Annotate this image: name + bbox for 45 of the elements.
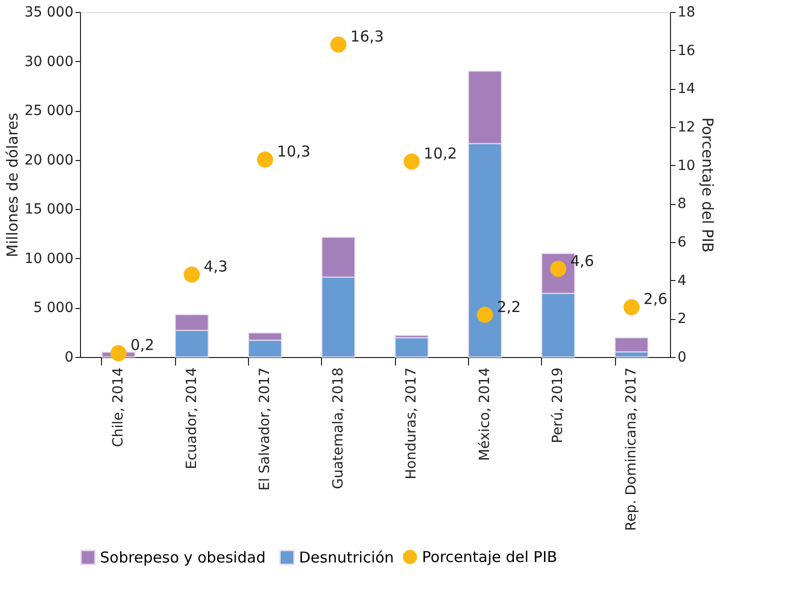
- data-label: 10,2: [424, 144, 458, 162]
- y-tick-label: 25 000: [24, 103, 74, 120]
- data-label: 0,2: [130, 336, 154, 354]
- legend-label: Porcentaje del PIB: [422, 548, 558, 566]
- legend-label: Sobrepeso y obesidad: [100, 548, 266, 566]
- y2-tick-label: 8: [678, 196, 686, 212]
- point: [476, 306, 493, 323]
- x-tick-label: Guatemala, 2018: [330, 368, 346, 490]
- y2-tick-label: 0: [678, 350, 686, 366]
- x-tick-label: Chile, 2014: [110, 367, 126, 448]
- y-tick-label: 30 000: [24, 54, 74, 70]
- y2-axis-title: Porcentaje del PIB: [698, 117, 716, 253]
- y2-tick-label: 12: [678, 120, 696, 136]
- point: [330, 36, 346, 53]
- y2-tick-label: 18: [678, 4, 696, 20]
- x-tick-label: Honduras, 2017: [404, 368, 420, 480]
- x-tick-label: Rep. Dominicana, 2017: [624, 368, 640, 531]
- y-tick-label: 0: [64, 350, 74, 366]
- point: [184, 266, 200, 283]
- y2-tick-label: 2: [678, 311, 686, 328]
- x-tick-label: El Salvador, 2017: [257, 368, 274, 491]
- y-axis-title: Millones de dólares: [4, 112, 22, 258]
- data-label: 4,3: [204, 258, 228, 276]
- data-label: 2,6: [644, 290, 668, 308]
- point: [257, 152, 274, 168]
- legend-label: Desnutrición: [299, 548, 394, 566]
- y2-tick-label: 6: [678, 234, 686, 250]
- point: [404, 153, 420, 170]
- y2-tick-label: 16: [678, 42, 696, 59]
- x-tick-label: Perú, 2019: [550, 368, 566, 444]
- point: [110, 345, 127, 362]
- y2-tick-label: 14: [678, 81, 696, 98]
- data-label: 10,3: [277, 142, 310, 161]
- data-label: 16,3: [350, 28, 384, 46]
- y-tick-label: 20 000: [24, 152, 74, 168]
- bar: [394, 337, 429, 358]
- y-tick-label: 35 000: [24, 4, 74, 20]
- y-tick-label: 5 000: [33, 300, 74, 316]
- x-tick-label: México, 2014: [476, 367, 493, 461]
- point: [623, 299, 640, 316]
- y2-tick-label: 10: [678, 158, 696, 174]
- y2-tick-label: 4: [678, 272, 686, 289]
- y-tick-label: 15 000: [24, 202, 74, 218]
- x-tick-label: Ecuador, 2014: [184, 367, 200, 470]
- y-tick-label: 10 000: [24, 250, 74, 267]
